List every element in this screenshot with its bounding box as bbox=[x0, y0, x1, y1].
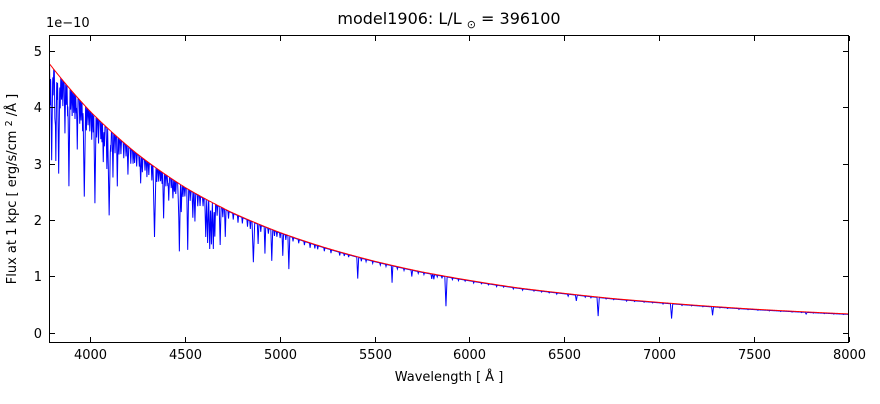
x-tick-label: 5500 bbox=[359, 348, 392, 363]
sun-symbol: ⊙ bbox=[467, 18, 476, 31]
x-tick-label: 5000 bbox=[264, 348, 297, 363]
curves-layer bbox=[49, 62, 849, 319]
x-tick-label: 4500 bbox=[169, 348, 202, 363]
y-tick-label: 2 bbox=[34, 214, 42, 229]
y-axis-label: Flux at 1 kpc [ erg/s/cm 2 /Å ] bbox=[1, 94, 20, 285]
x-tick-label: 7000 bbox=[643, 348, 676, 363]
x-axis-label: Wavelength [ Å ] bbox=[395, 369, 504, 385]
axes-frame bbox=[49, 35, 849, 343]
y-tick-label: 4 bbox=[34, 101, 42, 116]
chart-title-suffix: = 396100 bbox=[481, 9, 561, 28]
y-tick-label: 1 bbox=[34, 270, 42, 285]
y-axis-label-superscript: 2 bbox=[4, 120, 15, 126]
y-axis-offset-label: 1e−10 bbox=[46, 16, 90, 31]
y-tick-label: 5 bbox=[34, 45, 42, 60]
axes-layer: 4000 4500 5000 5500 6000 6500 7000 7500 8000 0 1 2 3… bbox=[34, 35, 866, 363]
chart-title-prefix: model1906: L/L bbox=[337, 9, 461, 28]
x-tick-label: 7500 bbox=[738, 348, 771, 363]
x-tick-label: 6500 bbox=[548, 348, 581, 363]
y-tick-label: 3 bbox=[34, 158, 42, 173]
x-tick-label: 4000 bbox=[74, 348, 107, 363]
y-tick-label: 0 bbox=[34, 327, 42, 342]
spectrum-line bbox=[49, 63, 849, 319]
x-tick-label: 8000 bbox=[833, 348, 866, 363]
continuum-line bbox=[49, 62, 849, 315]
y-axis-label-prefix: Flux at 1 kpc [ erg/s/cm bbox=[5, 131, 20, 285]
y-axis-label-suffix: /Å ] bbox=[4, 94, 20, 116]
x-tick-label: 6000 bbox=[453, 348, 486, 363]
chart-title: model1906: L/L ⊙ = 396100 bbox=[337, 9, 560, 32]
